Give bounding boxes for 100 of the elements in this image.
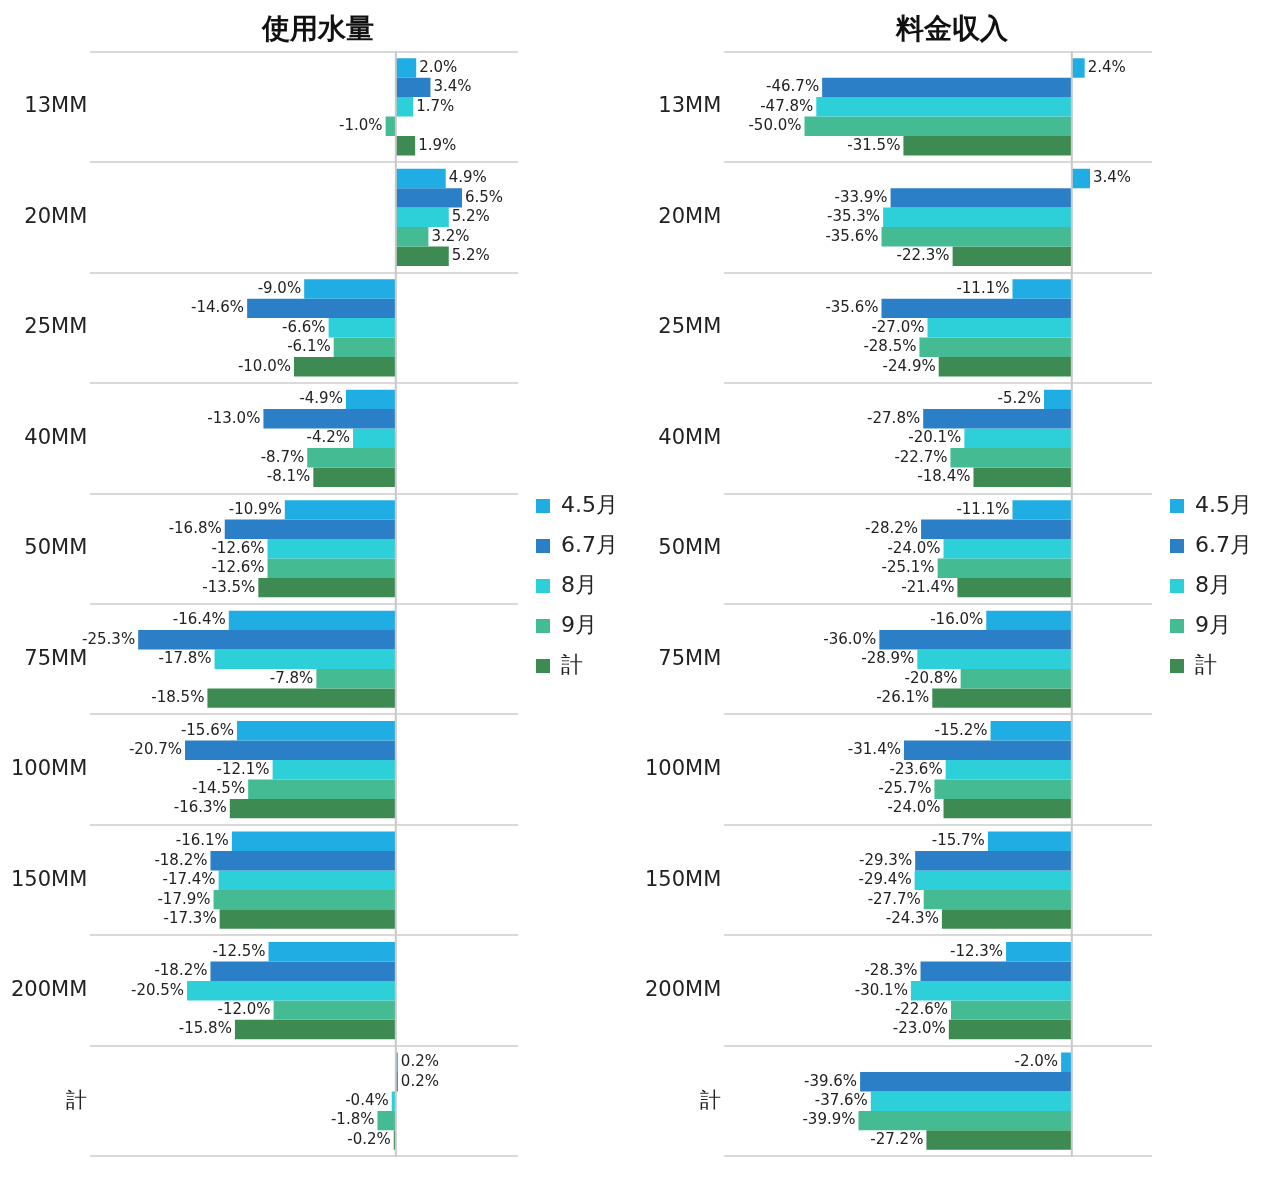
- data-label: -37.6%: [814, 1091, 868, 1110]
- legend-label: 8月: [561, 571, 598, 597]
- y-tick-label: 20MM: [658, 203, 722, 228]
- y-tick-label: 150MM: [644, 866, 722, 891]
- y-tick-label: 50MM: [24, 535, 88, 560]
- data-label: -8.7%: [260, 447, 305, 466]
- y-tick-label: 75MM: [24, 645, 88, 670]
- legend-label: 6.7月: [561, 531, 619, 557]
- data-label: -12.6%: [211, 538, 265, 557]
- data-label: -11.1%: [956, 278, 1010, 297]
- data-label: -23.0%: [892, 1019, 946, 1038]
- data-label: -22.3%: [896, 246, 950, 265]
- data-label: 4.9%: [448, 168, 487, 187]
- data-label: -6.1%: [287, 337, 331, 356]
- data-label: 1.7%: [416, 96, 455, 115]
- legend-label: 9月: [561, 611, 598, 637]
- y-tick-label: 13MM: [658, 93, 722, 118]
- data-label: -25.1%: [881, 558, 935, 577]
- y-tick-label: 200MM: [10, 977, 88, 1002]
- data-label: -27.7%: [867, 889, 921, 908]
- legend-label: 計: [561, 651, 584, 677]
- data-label: -17.3%: [163, 908, 217, 927]
- data-label: 3.4%: [433, 77, 472, 96]
- data-label: -11.1%: [956, 499, 1010, 518]
- data-label: -4.2%: [306, 428, 351, 447]
- legend-label: 4.5月: [561, 491, 619, 517]
- data-label: -9.0%: [257, 278, 302, 297]
- data-label: -46.7%: [766, 77, 820, 96]
- data-label: 3.2%: [431, 226, 470, 245]
- data-label: -12.6%: [211, 558, 265, 577]
- data-label: -17.8%: [158, 649, 212, 668]
- data-label: 1.9%: [418, 135, 457, 154]
- data-label: -2.0%: [1014, 1052, 1059, 1071]
- data-label: -47.8%: [760, 96, 814, 115]
- data-label: -28.5%: [863, 337, 917, 356]
- y-tick-label: 13MM: [24, 93, 88, 118]
- data-label: 2.4%: [1087, 57, 1126, 76]
- data-label: -27.8%: [867, 408, 921, 427]
- data-label: -15.7%: [931, 831, 985, 850]
- y-tick-label: 25MM: [24, 314, 88, 339]
- y-tick-label: 150MM: [10, 866, 88, 891]
- data-label: -0.2%: [347, 1129, 391, 1148]
- data-label: -16.1%: [175, 831, 229, 850]
- y-tick-label: 40MM: [658, 424, 722, 449]
- data-label: -18.4%: [917, 467, 971, 486]
- data-label: -17.9%: [157, 889, 211, 908]
- data-label: -13.5%: [202, 577, 256, 596]
- y-tick-label: 75MM: [658, 645, 722, 670]
- data-label: 0.2%: [400, 1071, 439, 1090]
- data-label: -24.0%: [887, 538, 941, 557]
- legend-label: 4.5月: [1195, 491, 1253, 517]
- y-tick-label: 50MM: [658, 535, 722, 560]
- data-label: -27.2%: [870, 1129, 924, 1148]
- data-label: -39.6%: [804, 1071, 858, 1090]
- data-label: -10.9%: [228, 499, 282, 518]
- data-label: -7.8%: [269, 668, 314, 687]
- data-label: 6.5%: [465, 187, 504, 206]
- y-tick-label: 200MM: [644, 977, 722, 1002]
- data-label: -22.6%: [894, 1000, 948, 1019]
- data-label: -39.9%: [802, 1110, 856, 1129]
- data-label: -20.1%: [908, 428, 962, 447]
- data-label: -16.3%: [173, 798, 227, 817]
- chart-title: 使用水量: [261, 12, 374, 46]
- legend-label: 計: [1195, 651, 1218, 677]
- data-label: -18.2%: [154, 850, 208, 869]
- chart-title: 料金収入: [895, 12, 1009, 46]
- data-label: -20.5%: [130, 980, 185, 999]
- data-label: -24.0%: [887, 798, 941, 817]
- data-label: -36.0%: [823, 629, 877, 648]
- data-label: 2.0%: [419, 57, 458, 76]
- data-label: -15.6%: [180, 720, 234, 739]
- data-label: -6.6%: [282, 317, 326, 336]
- data-label: -35.3%: [827, 207, 881, 226]
- data-label: -16.0%: [930, 610, 984, 629]
- y-tick-label: 20MM: [24, 203, 88, 228]
- data-label: -30.1%: [854, 980, 908, 999]
- data-label: -12.5%: [212, 941, 266, 960]
- data-label: -29.4%: [858, 870, 912, 889]
- data-label: -10.0%: [237, 356, 291, 375]
- data-label: -35.6%: [825, 298, 879, 317]
- data-label: -21.4%: [901, 577, 955, 596]
- data-label: -13.0%: [207, 408, 261, 427]
- data-label: -31.5%: [847, 135, 901, 154]
- data-label: 3.4%: [1093, 168, 1132, 187]
- data-label: -28.9%: [861, 649, 915, 668]
- data-label: -5.2%: [997, 389, 1042, 408]
- legend-label: 6.7月: [1195, 531, 1253, 557]
- legend-label: 9月: [1195, 611, 1232, 637]
- data-label: -24.3%: [885, 908, 939, 927]
- data-label: -16.4%: [172, 610, 226, 629]
- data-label: -15.8%: [178, 1019, 232, 1038]
- data-label: -33.9%: [834, 187, 888, 206]
- data-label: -1.0%: [339, 116, 383, 135]
- data-label: -22.7%: [894, 447, 948, 466]
- data-label: -14.5%: [192, 779, 246, 798]
- data-label: -1.8%: [330, 1110, 375, 1129]
- data-label: -4.9%: [299, 389, 343, 408]
- data-label: 5.2%: [451, 246, 490, 265]
- data-label: -50.0%: [748, 116, 802, 135]
- data-label: -28.2%: [864, 519, 919, 538]
